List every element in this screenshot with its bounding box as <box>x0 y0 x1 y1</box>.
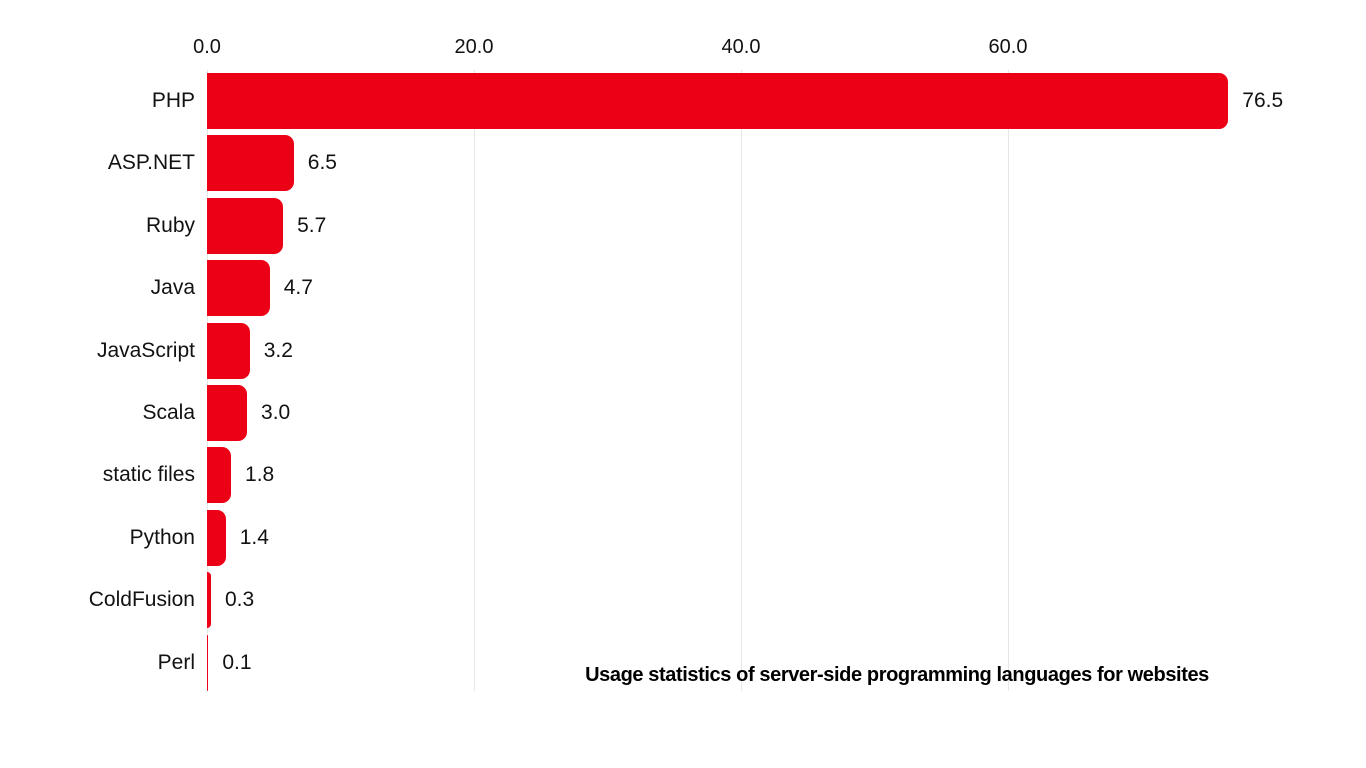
value-label: 6.5 <box>307 151 337 175</box>
value-label: 5.7 <box>297 213 327 237</box>
category-label: JavaScript <box>96 338 195 362</box>
category-label: static files <box>102 463 195 487</box>
bar <box>207 197 284 254</box>
category-label: Scala <box>142 401 195 424</box>
bar <box>207 572 211 629</box>
x-tick-label: 40.0 <box>721 36 761 58</box>
bar <box>207 322 250 379</box>
x-tick-label: 20.0 <box>454 36 494 58</box>
value-label: 3.0 <box>261 401 291 424</box>
gridline <box>474 70 475 691</box>
bar <box>207 634 209 691</box>
value-label: 1.4 <box>239 525 269 549</box>
gridline <box>741 70 742 691</box>
value-label: 0.1 <box>222 650 252 674</box>
value-label: 4.7 <box>283 276 313 300</box>
bar <box>207 385 248 441</box>
value-label: 76.5 <box>1242 89 1284 112</box>
value-label: 1.8 <box>245 463 275 487</box>
value-label: 3.2 <box>263 338 293 362</box>
gridline <box>207 70 208 691</box>
chart-title: Usage statistics of server-side programm… <box>585 664 1209 686</box>
category-label: PHP <box>151 89 195 112</box>
category-label: Java <box>150 276 195 300</box>
bar <box>207 447 232 504</box>
category-label: ColdFusion <box>88 588 195 612</box>
category-label: ASP.NET <box>107 151 195 175</box>
value-label: 0.3 <box>225 588 255 612</box>
bar <box>207 135 294 192</box>
category-label: Ruby <box>145 213 195 237</box>
bar <box>207 509 226 566</box>
category-label: Python <box>129 525 195 549</box>
bar <box>207 260 270 317</box>
x-tick-label: 0.0 <box>193 36 221 58</box>
category-label: Perl <box>157 650 195 674</box>
gridline <box>1008 70 1009 691</box>
x-tick-label: 60.0 <box>988 36 1028 58</box>
bar <box>207 73 1229 129</box>
